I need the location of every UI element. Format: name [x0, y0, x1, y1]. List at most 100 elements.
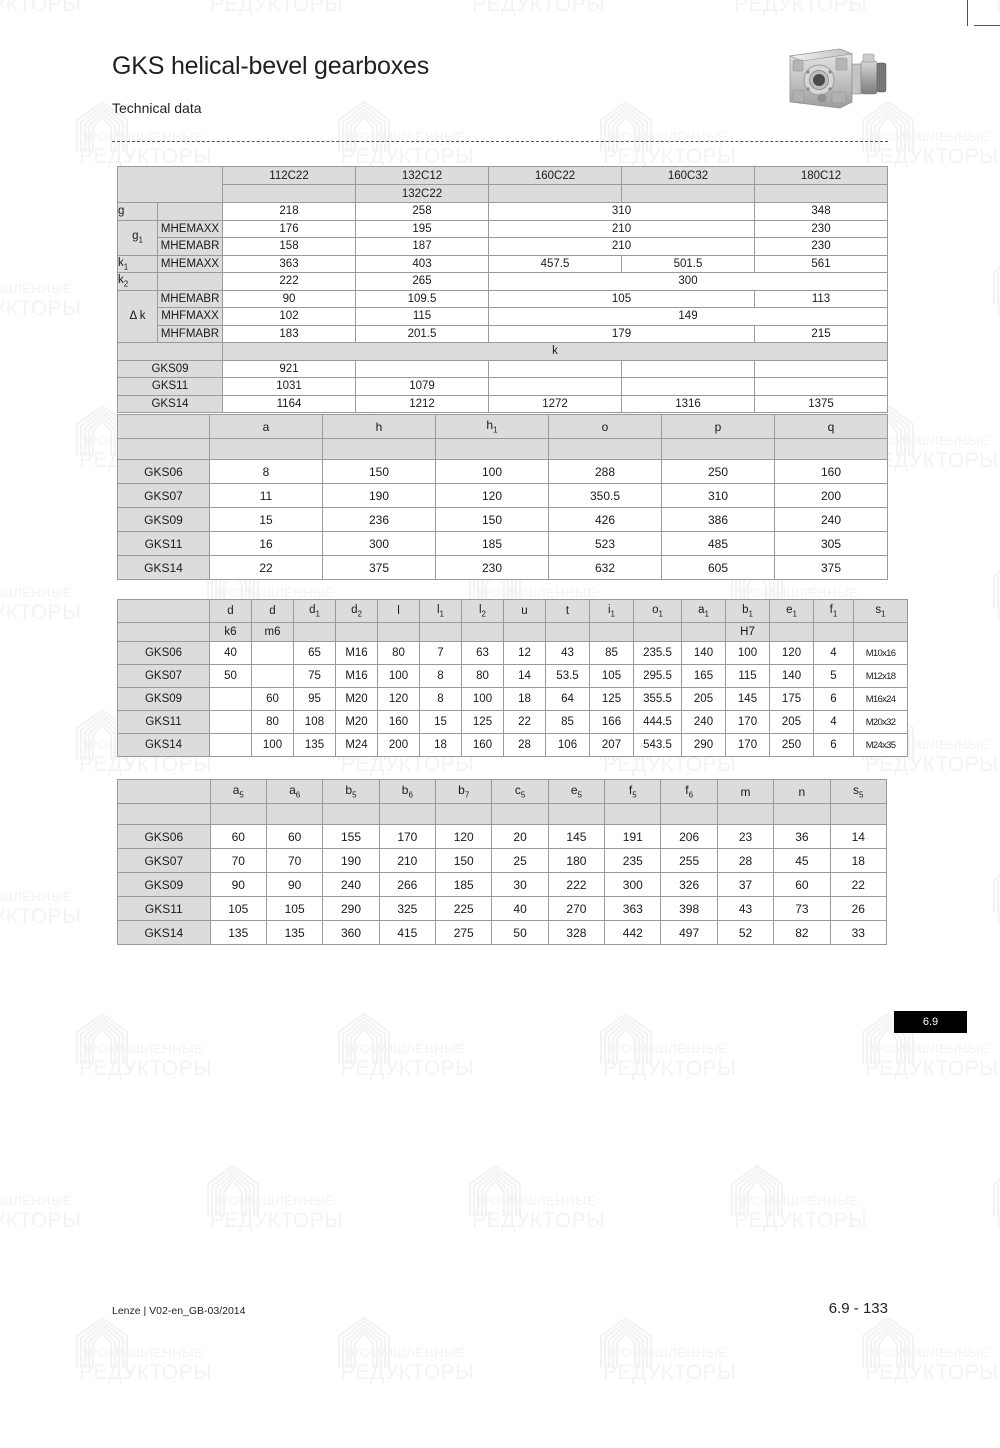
table-row: GKS09 15 236 150 426 386 240 — [117, 507, 888, 532]
table-row: k2 222 265 300 — [117, 272, 888, 291]
table-cell: 125 — [589, 687, 634, 711]
gearbox-illustration — [788, 48, 887, 109]
table-cell: 205 — [681, 687, 726, 711]
crop-mark-top-right-horizontal — [974, 25, 1000, 26]
header-spacer — [117, 414, 210, 439]
table-cell: 230 — [435, 555, 549, 580]
table-cell: 360 — [322, 920, 380, 945]
table-cell: 33 — [829, 920, 888, 945]
model-label: GKS09 — [117, 359, 223, 378]
table-cell: 1375 — [754, 394, 888, 413]
table-cell: 150 — [435, 507, 549, 532]
table-cell: 190 — [322, 483, 436, 508]
subheader-3 — [322, 803, 380, 825]
table-cell: 135 — [265, 920, 324, 945]
footer-page-number: 6.9 - 133 — [828, 1300, 888, 1317]
model-label: GKS09 — [117, 507, 210, 532]
subheader-6 — [491, 803, 549, 825]
subheader-0 — [117, 803, 211, 825]
table-cell: 85 — [545, 710, 590, 734]
table-cell: 240 — [322, 872, 380, 897]
table-cell: 310 — [661, 483, 775, 508]
table-row: GKS14 100 135 M24 200 18 160 28 106 207 543.5 290 17… — [117, 733, 908, 757]
table-cell: 205 — [769, 710, 814, 734]
column-header-line2-1: 132C22 — [355, 184, 489, 203]
table-cell: 225 — [435, 896, 493, 921]
table-cell: 26 — [829, 896, 888, 921]
table-row: MHEMABR 158 187 210 230 — [118, 237, 888, 256]
subheader-2: m6 — [251, 622, 294, 642]
table-cell: 23 — [716, 824, 775, 849]
table-cell: 295.5 — [633, 664, 682, 688]
column-header-0: 112C22 — [222, 166, 356, 185]
table-cell: M20x32 — [853, 710, 908, 734]
table-cell: 82 — [773, 920, 831, 945]
column-header-7: l2 — [461, 599, 504, 623]
table-cell: 179 — [488, 324, 755, 343]
table-cell: 8 — [419, 664, 462, 688]
table-cell: 15 — [209, 507, 323, 532]
table-cell: 305 — [774, 531, 888, 556]
table-cell: 120 — [769, 641, 814, 665]
table-cell: 14 — [503, 664, 546, 688]
subheader-10 — [716, 803, 775, 825]
column-header-10: i1 — [589, 599, 634, 623]
table-cell: M12x18 — [853, 664, 908, 688]
subheader-6 — [774, 438, 888, 460]
table-cell: 300 — [604, 872, 662, 897]
table-cell: 109.5 — [355, 289, 489, 308]
table-cell — [621, 359, 755, 378]
table-cell: 348 — [754, 202, 888, 221]
table-cell: 7 — [419, 641, 462, 665]
table-subheader-row: k6 m6 H7 — [117, 622, 908, 642]
model-label: GKS07 — [117, 483, 210, 508]
column-header-11: n — [773, 779, 831, 804]
table-cell: 605 — [661, 555, 775, 580]
table-cell: 215 — [754, 324, 888, 343]
column-header-line2-0 — [222, 184, 356, 203]
table-cell: 236 — [322, 507, 436, 532]
table-cell: 12 — [503, 641, 546, 665]
table-cell: M16 — [335, 641, 378, 665]
table-header-row-2: 132C22 — [118, 184, 888, 203]
table-cell: 105 — [589, 664, 634, 688]
table-cell: 150 — [322, 459, 436, 484]
row-variant-label: MHEMAXX — [157, 219, 223, 238]
column-header-5: l — [377, 599, 420, 623]
table-row: GKS06 60 60 155 170 120 20 145 191 206 23 36 14 — [117, 824, 888, 849]
table-cell: 180 — [547, 848, 606, 873]
table-cell: 325 — [378, 896, 437, 921]
table-cell: 190 — [322, 848, 380, 873]
table-cell: 5 — [813, 664, 854, 688]
table-cell: 60 — [773, 872, 831, 897]
table-cell: 140 — [681, 641, 726, 665]
table-cell: 235 — [604, 848, 662, 873]
table-cell: 270 — [547, 896, 606, 921]
table-row: GKS07 70 70 190 210 150 25 180 235 255 28 45 18 — [117, 848, 888, 873]
subheader-1 — [209, 803, 267, 825]
table-cell: 115 — [725, 664, 770, 688]
table-row: GKS14 22 375 230 632 605 375 — [117, 555, 888, 580]
column-header-12: s5 — [829, 779, 888, 804]
table-cell: 14 — [829, 824, 888, 849]
table-cell: 288 — [548, 459, 662, 484]
table-cell: 140 — [769, 664, 814, 688]
table-cell: 386 — [661, 507, 775, 532]
table-cell: 75 — [293, 664, 336, 688]
k-band-spacer — [117, 342, 223, 361]
table-cell: 222 — [222, 272, 356, 291]
table-cell: 135 — [293, 733, 336, 757]
row-variant-empty — [157, 202, 223, 221]
table-row: MHFMAXX 102 115 149 — [118, 307, 888, 326]
table-cell: 50 — [209, 664, 252, 688]
gearbox-product-image — [782, 36, 892, 116]
table-mounting-dimensions: a5 a6 b5 b6 b7 c5 e5 f5 f6 m n s5 GKS06 60 60 155 170 120… — [117, 779, 888, 945]
table-cell: 218 — [222, 202, 356, 221]
subheader-16 — [853, 622, 908, 642]
table-cell: 1272 — [488, 394, 622, 413]
table-cell: 290 — [322, 896, 380, 921]
table-cell: 185 — [435, 872, 493, 897]
table-cell: 105 — [265, 896, 324, 921]
column-header-5: p — [661, 414, 775, 439]
page-subtitle: Technical data — [112, 100, 202, 116]
